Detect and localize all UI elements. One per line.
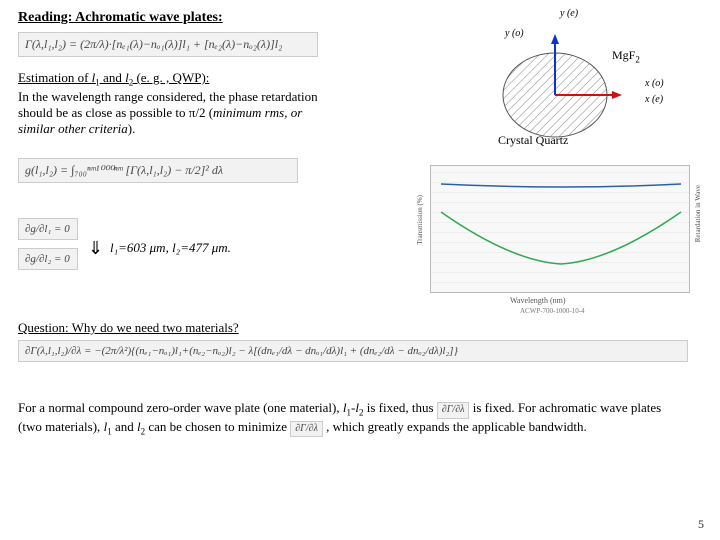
result-values: l₁=603 μm, l₂=477 μm. bbox=[110, 240, 231, 256]
chart-xlabel: Wavelength (nm) bbox=[510, 296, 566, 305]
conclusion-paragraph: For a normal compound zero-order wave pl… bbox=[18, 400, 688, 438]
retardation-chart bbox=[430, 165, 690, 293]
axis-x-e: x (e) bbox=[645, 94, 663, 105]
reading-title: Reading: Achromatic wave plates: bbox=[18, 10, 223, 26]
implies-icon: ⇓ bbox=[88, 238, 103, 259]
estimation-head: Estimation of l1 and l2 (e. g. , QWP): bbox=[18, 70, 209, 85]
equation-dg-dl1: ∂g/∂l₁ = 0 bbox=[18, 218, 78, 240]
question-line: Question: Why do we need two materials? bbox=[18, 320, 239, 336]
conc-f: can be chosen to minimize bbox=[145, 419, 290, 434]
equation-g: g(l₁,l₂) = ∫₇₀₀ⁿᵐ¹⁰⁰⁰ⁿᵐ [Γ(λ,l₁,l₂) − π/… bbox=[18, 158, 298, 183]
estimation-paragraph: Estimation of l1 and l2 (e. g. , QWP): I… bbox=[18, 70, 338, 138]
axis-x-o: x (o) bbox=[645, 78, 664, 89]
mgf2-text: MgF bbox=[612, 48, 635, 62]
chart-ylabel-right: Retardation in Wave bbox=[694, 185, 702, 242]
mgf2-label: MgF2 bbox=[612, 48, 640, 64]
page-number: 5 bbox=[698, 517, 704, 532]
est-and: and bbox=[100, 70, 125, 85]
conc-c: is fixed, thus bbox=[363, 400, 436, 415]
crystal-quartz-label: Crystal Quartz bbox=[498, 133, 568, 148]
est-label: Estimation of bbox=[18, 70, 92, 85]
inline-deriv-1: ∂Γ/∂λ bbox=[437, 402, 470, 419]
equation-dg-dl2: ∂g/∂l₂ = 0 bbox=[18, 248, 78, 270]
chart-ylabel-left: Transmission (%) bbox=[416, 195, 424, 245]
chart-caption: ACWP-700-1000-10-4 bbox=[520, 307, 585, 315]
conc-g: , which greatly expands the applicable b… bbox=[326, 419, 587, 434]
est-tail: (e. g. , QWP): bbox=[133, 70, 209, 85]
axis-y-e: y (e) bbox=[560, 8, 578, 19]
conc-e: and bbox=[112, 419, 137, 434]
equation-dgamma-dlambda: ∂Γ(λ,l₁,l₂)/∂λ = −(2π/λ²){(nₑ₁−nₒ₁)l₁+(n… bbox=[18, 340, 688, 362]
est-body-end: ). bbox=[128, 121, 136, 136]
mgf2-sub: 2 bbox=[635, 54, 640, 64]
equation-gamma: Γ(λ,l₁,l₂) = (2π/λ)·[nₑ₁(λ)−nₒ₁(λ)]l₁ + … bbox=[18, 32, 318, 57]
conc-a: For a normal compound zero-order wave pl… bbox=[18, 400, 343, 415]
inline-deriv-2: ∂Γ/∂λ bbox=[290, 421, 323, 438]
